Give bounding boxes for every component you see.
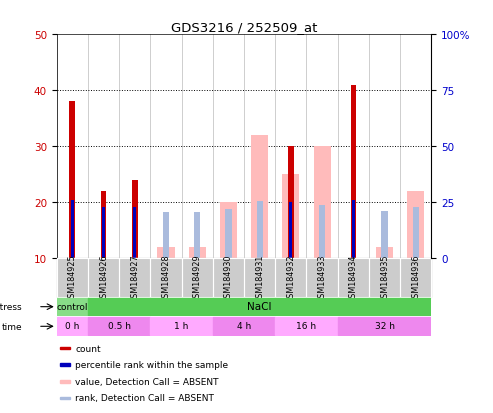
Bar xyxy=(181,259,213,297)
Text: GSM184927: GSM184927 xyxy=(130,254,139,302)
Text: GSM184929: GSM184929 xyxy=(193,254,202,302)
Text: time: time xyxy=(1,322,22,331)
Text: 4 h: 4 h xyxy=(237,322,251,330)
Bar xyxy=(319,205,325,259)
Text: count: count xyxy=(75,344,101,353)
Text: NaCl: NaCl xyxy=(247,301,272,311)
Bar xyxy=(189,247,206,259)
Bar xyxy=(282,175,299,259)
Bar xyxy=(133,207,136,259)
Bar xyxy=(369,259,400,297)
Bar xyxy=(88,259,119,297)
Bar xyxy=(119,259,150,297)
Text: value, Detection Call = ABSENT: value, Detection Call = ABSENT xyxy=(75,377,219,386)
Bar xyxy=(275,259,307,297)
Text: 16 h: 16 h xyxy=(296,322,317,330)
Bar xyxy=(119,259,150,297)
Bar xyxy=(413,207,419,259)
Text: GSM184935: GSM184935 xyxy=(380,254,389,302)
Bar xyxy=(225,209,232,259)
Text: 0 h: 0 h xyxy=(65,322,79,330)
Text: 0.5 h: 0.5 h xyxy=(107,322,131,330)
Bar xyxy=(181,259,213,297)
Text: 32 h: 32 h xyxy=(375,322,394,330)
Text: GSM184934: GSM184934 xyxy=(349,254,358,302)
Bar xyxy=(57,259,88,297)
Bar xyxy=(352,201,355,259)
Bar xyxy=(256,202,263,259)
Bar xyxy=(70,102,75,259)
Bar xyxy=(61,363,70,366)
Bar xyxy=(88,318,150,335)
Bar xyxy=(351,85,356,259)
Text: GSM184928: GSM184928 xyxy=(162,254,171,302)
Bar xyxy=(289,203,292,259)
Text: percentile rank within the sample: percentile rank within the sample xyxy=(75,360,229,369)
Bar xyxy=(150,259,181,297)
Title: GDS3216 / 252509_at: GDS3216 / 252509_at xyxy=(171,21,317,34)
Bar xyxy=(150,259,181,297)
Bar xyxy=(244,259,275,297)
Bar xyxy=(88,259,119,297)
Text: rank, Detection Call = ABSENT: rank, Detection Call = ABSENT xyxy=(75,394,214,402)
Bar xyxy=(307,259,338,297)
Bar xyxy=(101,192,106,259)
Bar xyxy=(251,136,268,259)
Text: GSM184926: GSM184926 xyxy=(99,254,108,302)
Text: control: control xyxy=(57,302,88,311)
Text: GSM184925: GSM184925 xyxy=(68,254,77,302)
Bar xyxy=(275,259,307,297)
Bar xyxy=(157,247,175,259)
Bar xyxy=(220,203,237,259)
Bar xyxy=(102,207,105,259)
Bar xyxy=(61,396,70,399)
Bar xyxy=(163,213,169,259)
Text: GSM184931: GSM184931 xyxy=(255,254,264,302)
Bar xyxy=(400,259,431,297)
Text: GSM184932: GSM184932 xyxy=(286,254,295,302)
Bar xyxy=(194,213,200,259)
Bar xyxy=(338,259,369,297)
Bar xyxy=(213,259,244,297)
Bar xyxy=(132,180,138,259)
Bar xyxy=(369,259,400,297)
Bar xyxy=(314,147,331,259)
Bar xyxy=(275,318,338,335)
Text: GSM184930: GSM184930 xyxy=(224,254,233,302)
Bar xyxy=(57,318,88,335)
Bar xyxy=(57,298,88,316)
Text: 1 h: 1 h xyxy=(175,322,189,330)
Bar xyxy=(407,192,424,259)
Bar xyxy=(57,259,88,297)
Bar xyxy=(400,259,431,297)
Bar xyxy=(61,380,70,383)
Bar xyxy=(338,318,431,335)
Text: stress: stress xyxy=(0,302,22,311)
Bar xyxy=(71,201,74,259)
Bar xyxy=(213,259,244,297)
Text: GSM184933: GSM184933 xyxy=(317,254,326,302)
Bar xyxy=(382,212,387,259)
Bar xyxy=(213,318,275,335)
Bar xyxy=(61,347,70,349)
Bar xyxy=(376,247,393,259)
Text: GSM184936: GSM184936 xyxy=(411,254,420,302)
Bar xyxy=(338,259,369,297)
Bar xyxy=(150,318,213,335)
Bar xyxy=(288,147,294,259)
Bar xyxy=(244,259,275,297)
Bar xyxy=(307,259,338,297)
